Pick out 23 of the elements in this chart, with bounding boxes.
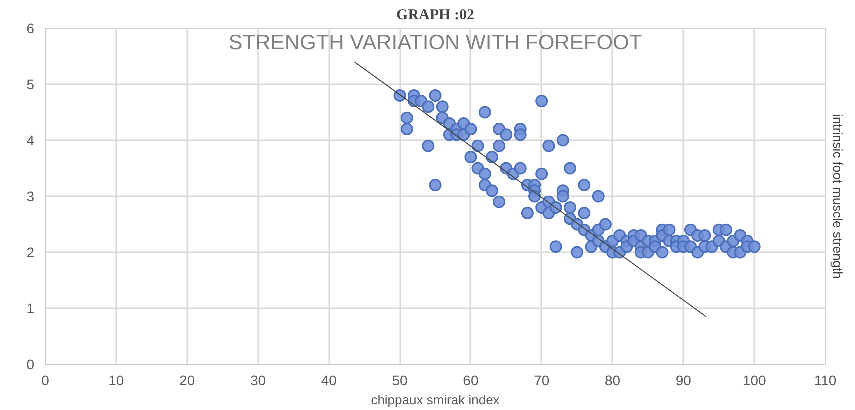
x-tick-label: 50 [392,372,408,388]
chart-title: GRAPH :02 [396,8,474,24]
y-tick-label: 4 [26,132,35,148]
y-axis-title: intrinsic foot muscle strength [830,114,846,279]
x-tick-label: 20 [180,372,196,388]
x-tick-label: 80 [604,372,621,388]
y-tick-label: 2 [26,244,35,260]
y-tick-label: 1 [26,300,35,316]
x-tick-label: 90 [676,372,692,388]
y-tick-label: 6 [26,20,35,36]
x-tick-label: 30 [250,372,266,388]
y-tick-label: 5 [26,76,35,92]
y-tick-label: 3 [26,188,35,204]
x-tick-label: 10 [108,372,124,388]
chart-subtitle: STRENGTH VARIATION WITH FOREFOOT [228,32,642,54]
x-axis-title: chippaux smirak index [371,392,500,408]
x-tick-label: 70 [534,372,550,388]
x-tick-label: 60 [463,372,479,388]
x-tick-label: 40 [321,372,338,388]
y-tick-label: 0 [26,356,35,372]
x-tick-label: 0 [42,372,50,388]
x-tick-label: 110 [814,372,837,388]
x-tick-label: 100 [742,372,766,388]
